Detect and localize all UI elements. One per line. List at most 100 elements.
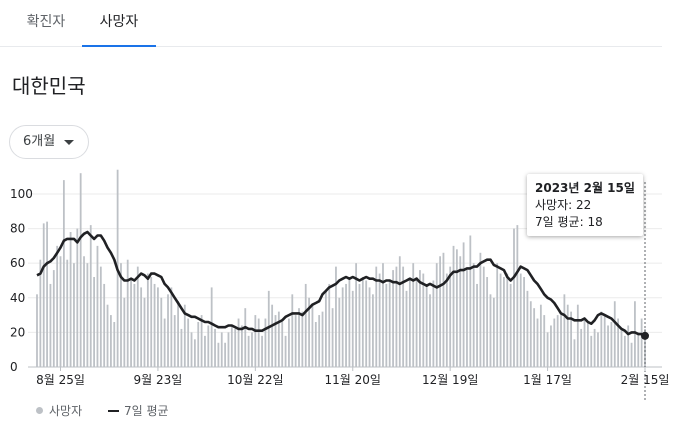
bar (560, 315, 562, 367)
bar (452, 245, 455, 367)
bar (516, 225, 519, 367)
bar (146, 273, 149, 367)
bar (365, 280, 368, 367)
bar (402, 266, 405, 367)
bar (348, 277, 351, 367)
bar (476, 283, 478, 367)
bar (281, 322, 284, 367)
bar (311, 304, 314, 367)
legend-dot-icon (36, 407, 43, 414)
bar (96, 245, 99, 367)
tooltip-average-value: 18 (587, 215, 603, 229)
bar (150, 277, 153, 367)
bar (378, 273, 381, 367)
bar (197, 322, 200, 367)
bar (143, 297, 146, 367)
bar (503, 277, 505, 367)
bar (640, 318, 643, 367)
bar (462, 242, 465, 367)
bar (284, 335, 287, 367)
bar (519, 273, 522, 367)
bar (620, 328, 623, 367)
bar (486, 277, 489, 367)
bar (227, 332, 230, 367)
bar (160, 297, 163, 367)
bar (314, 322, 317, 367)
bar (69, 232, 72, 367)
x-tick-label: 1월 17일 (523, 373, 572, 387)
bar (224, 342, 227, 367)
bar (83, 256, 85, 367)
range-selector-label: 6개월 (23, 134, 56, 149)
bar (449, 266, 452, 367)
bar (398, 256, 401, 367)
bar (200, 315, 203, 367)
bar (637, 332, 640, 367)
bar (351, 290, 354, 367)
bar (257, 318, 260, 367)
bar (338, 297, 341, 367)
bar (573, 339, 576, 367)
bar (110, 315, 112, 367)
bar (170, 287, 173, 367)
bar (214, 328, 216, 367)
bar (466, 270, 468, 367)
bar (237, 318, 240, 367)
bar (261, 335, 263, 367)
bar (66, 259, 69, 367)
bar (254, 315, 257, 367)
caret-down-icon (64, 140, 74, 145)
bar (425, 283, 428, 367)
bar (241, 325, 243, 367)
bar (613, 301, 616, 367)
bar (301, 311, 304, 367)
bar (93, 277, 96, 367)
bar (372, 294, 374, 367)
bar (39, 259, 42, 367)
bar (298, 308, 300, 367)
bar (492, 297, 495, 367)
bar (291, 294, 294, 367)
tooltip-daily-row: 사망자: 22 (535, 197, 635, 214)
bar (99, 266, 102, 367)
bar (79, 173, 82, 367)
bar (509, 283, 512, 367)
tooltip-daily-label: 사망자: (535, 198, 573, 212)
tab-confirmed-cases[interactable]: 확진자 (26, 14, 66, 30)
bar (563, 294, 566, 367)
bar (469, 235, 472, 367)
bar (157, 287, 159, 367)
bar (304, 283, 307, 367)
bar (49, 283, 52, 367)
bar (271, 304, 274, 367)
bar (335, 266, 337, 367)
tab-deaths[interactable]: 사망자 (82, 0, 156, 47)
bar (419, 270, 421, 367)
x-tick-label: 2월 15일 (621, 373, 670, 387)
bar (422, 273, 425, 367)
bar (435, 263, 438, 367)
bar (523, 277, 525, 367)
bar (489, 294, 492, 367)
bar (590, 335, 593, 367)
range-selector[interactable]: 6개월 (9, 125, 89, 159)
bar (204, 335, 206, 367)
bar (244, 308, 247, 367)
legend-item-7day-average: 7일 평균 (107, 402, 169, 419)
bar (375, 266, 378, 367)
bar (173, 315, 176, 367)
bar (382, 263, 384, 367)
chart-tooltip: 2023년 2월 15일 사망자: 22 7일 평균: 18 (527, 174, 643, 236)
y-tick-label: 80 (10, 222, 25, 236)
bar (220, 332, 223, 367)
average-line-endpoint (641, 331, 649, 340)
bar (597, 332, 599, 367)
bar (264, 318, 267, 367)
bar (190, 332, 193, 367)
x-tick-label: 10월 22일 (227, 373, 283, 387)
bar (56, 245, 59, 367)
x-tick-label: 11월 20일 (325, 373, 381, 387)
bar (479, 252, 482, 367)
bar (556, 315, 559, 367)
bar (576, 304, 579, 367)
